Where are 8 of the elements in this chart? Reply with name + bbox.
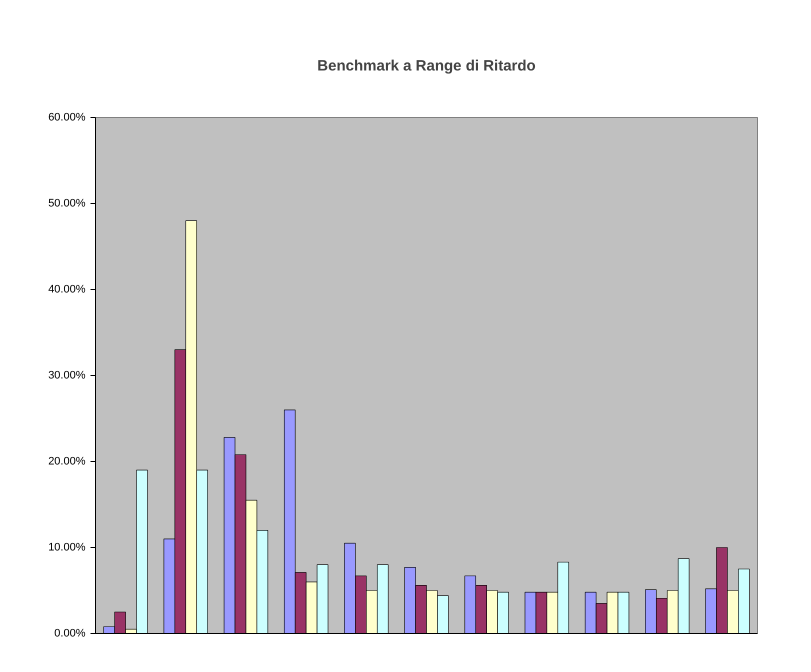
y-tick-label: 10.00% bbox=[48, 542, 86, 554]
chart-title: Benchmark a Range di Ritardo bbox=[317, 58, 536, 74]
y-tick-label: 30.00% bbox=[48, 370, 86, 382]
y-tick-label: 40.00% bbox=[48, 284, 86, 296]
y-tick-label: 60.00% bbox=[48, 112, 86, 124]
y-tick-label: 50.00% bbox=[48, 198, 86, 210]
y-tick-label: 20.00% bbox=[48, 456, 86, 468]
y-tick-label: 0.00% bbox=[54, 628, 86, 640]
